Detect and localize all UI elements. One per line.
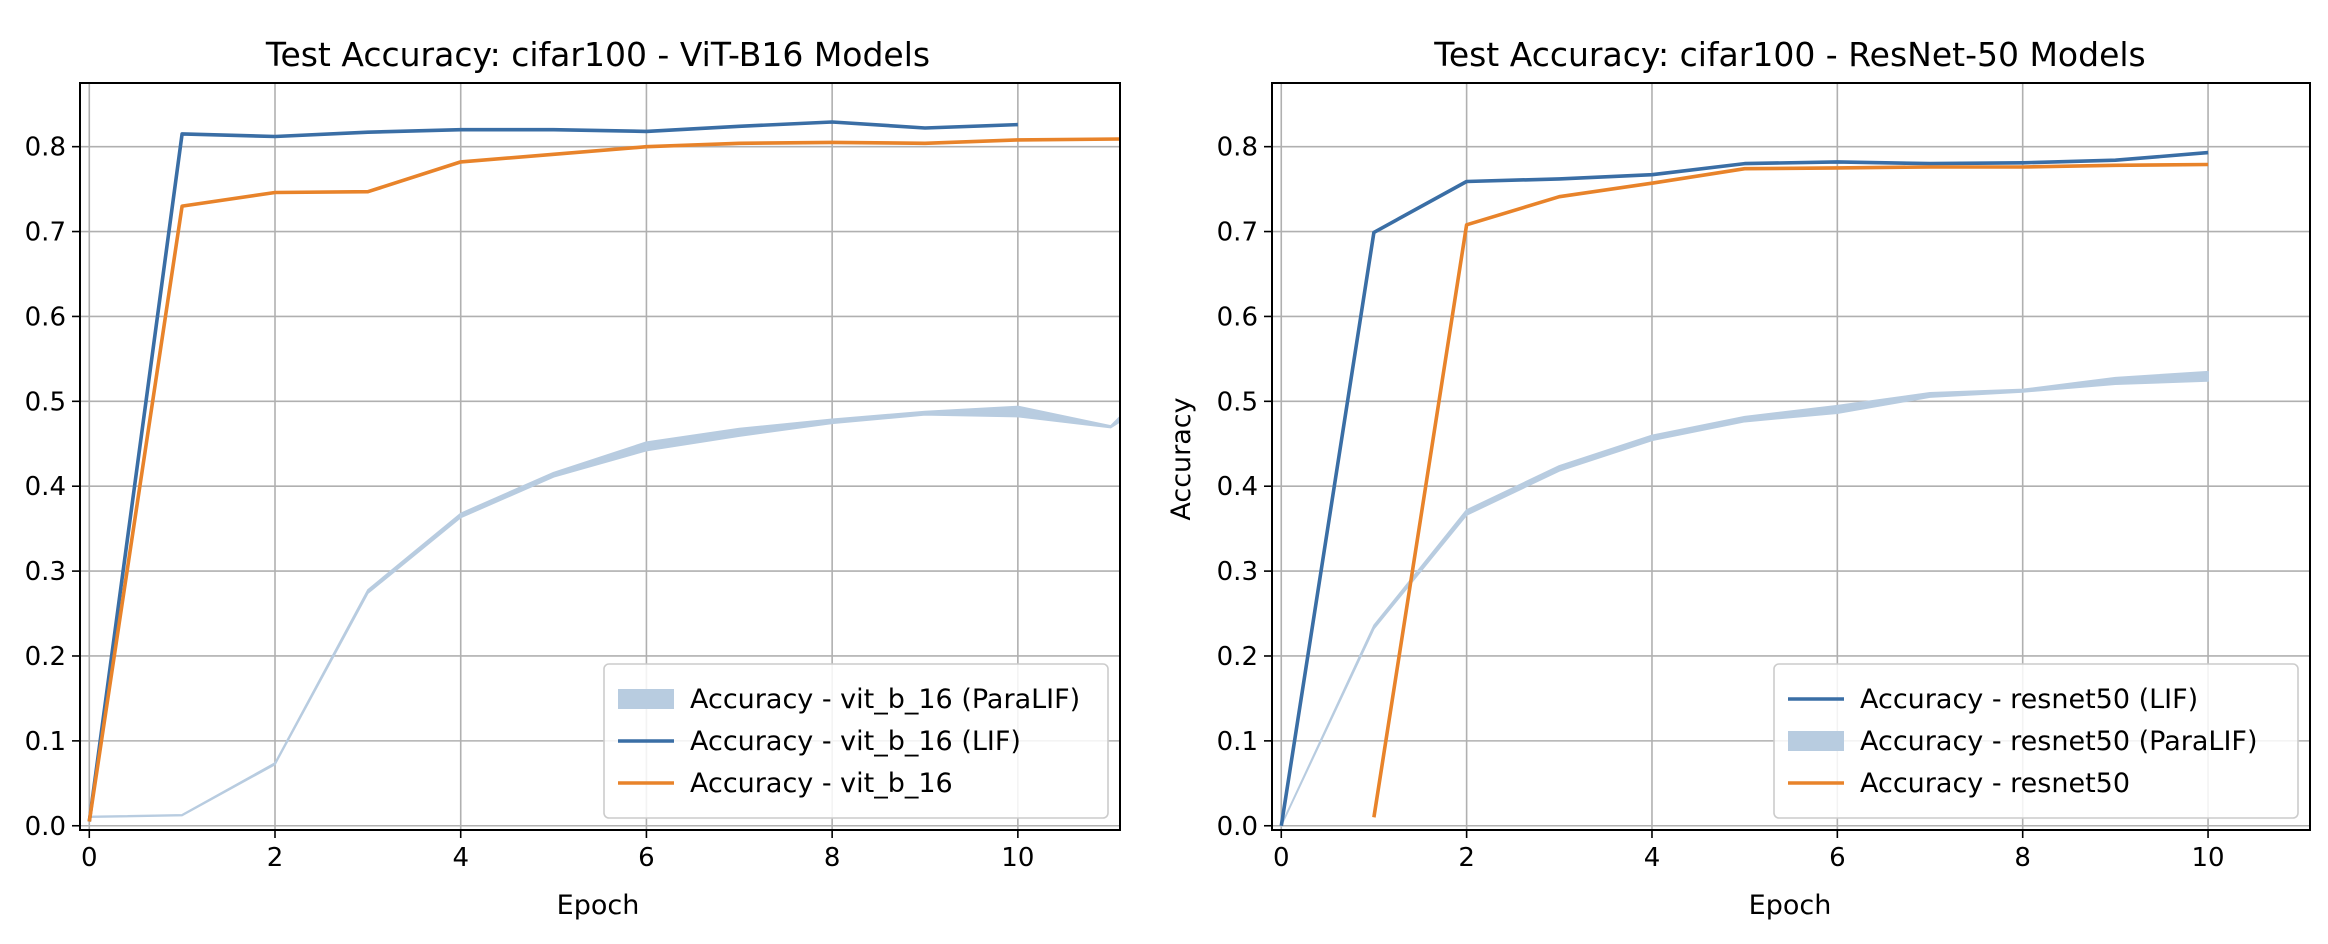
y-axis-label: Accuracy bbox=[1166, 397, 1197, 520]
legend: Accuracy - vit_b_16 (ParaLIF) Accuracy - … bbox=[603, 663, 1109, 819]
y-tick-label: 0.3 bbox=[1217, 557, 1258, 587]
legend-swatch-band bbox=[618, 689, 674, 709]
y-tick-label: 0.7 bbox=[1217, 218, 1258, 248]
legend-label: Accuracy - resnet50 (LIF) bbox=[1860, 684, 2198, 715]
tick-group: 0 2 4 6 8 10 0.0 0.1 0.2 0.3 0.4 0.5 0.6 0.7 0.8 bbox=[25, 133, 1035, 873]
legend-label: Accuracy - resnet50 bbox=[1860, 768, 2130, 799]
y-tick-label: 0.6 bbox=[1217, 302, 1258, 332]
axes-frame bbox=[1271, 82, 2311, 831]
y-tick-label: 0.1 bbox=[25, 727, 66, 757]
tick-group: 0 2 4 6 8 10 0.0 0.1 0.2 0.3 0.4 0.5 0.6 0.7 0.8 bbox=[1217, 133, 2225, 873]
y-tick-label: 0.5 bbox=[25, 387, 66, 417]
y-tick-label: 0.8 bbox=[1217, 133, 1258, 163]
y-tick-label: 0.5 bbox=[1217, 387, 1258, 417]
legend-swatch-band bbox=[1788, 731, 1844, 751]
legend-box bbox=[1773, 663, 2299, 819]
x-axis-label: Epoch bbox=[557, 890, 640, 921]
legend-label: Accuracy - vit_b_16 (ParaLIF) bbox=[690, 684, 1080, 715]
series-line-2 bbox=[87, 137, 1120, 822]
series-line-2 bbox=[1372, 162, 2209, 818]
x-tick-label: 0 bbox=[81, 843, 98, 873]
grid bbox=[1272, 83, 2310, 830]
y-tick-label: 0.1 bbox=[1217, 727, 1258, 757]
legend-label: Accuracy - resnet50 (ParaLIF) bbox=[1860, 726, 2257, 757]
y-tick-label: 0.0 bbox=[25, 812, 66, 842]
y-tick-label: 0.7 bbox=[25, 218, 66, 248]
series-group bbox=[1279, 150, 2209, 827]
chart-panel-vit: Test Accuracy: cifar100 - ViT-B16 Models… bbox=[25, 35, 1121, 921]
legend-box bbox=[603, 663, 1109, 819]
series-band-0 bbox=[88, 405, 1120, 819]
grid bbox=[80, 83, 1120, 830]
legend-label: Accuracy - vit_b_16 (LIF) bbox=[690, 726, 1021, 757]
y-tick-label: 0.6 bbox=[25, 302, 66, 332]
x-tick-label: 4 bbox=[452, 843, 469, 873]
chart-panel-resnet: Test Accuracy: cifar100 - ResNet-50 Mode… bbox=[1166, 35, 2311, 921]
chart-title: Test Accuracy: cifar100 - ResNet-50 Mode… bbox=[1433, 35, 2145, 74]
x-tick-label: 8 bbox=[2014, 843, 2031, 873]
y-tick-label: 0.2 bbox=[25, 642, 66, 672]
x-tick-label: 10 bbox=[2192, 843, 2225, 873]
x-tick-label: 4 bbox=[1644, 843, 1661, 873]
x-tick-label: 2 bbox=[267, 843, 284, 873]
y-tick-label: 0.3 bbox=[25, 557, 66, 587]
x-tick-label: 10 bbox=[1001, 843, 1034, 873]
x-tick-label: 2 bbox=[1458, 843, 1475, 873]
series-band-0 bbox=[1280, 370, 2209, 827]
legend: Accuracy - resnet50 (LIF) Accuracy - resn… bbox=[1773, 663, 2299, 819]
series-line-1 bbox=[1279, 150, 2209, 827]
x-tick-label: 6 bbox=[1829, 843, 1846, 873]
x-tick-label: 0 bbox=[1273, 843, 1290, 873]
x-tick-label: 6 bbox=[638, 843, 655, 873]
axes-frame bbox=[79, 82, 1121, 831]
series-line-1 bbox=[87, 120, 1018, 822]
y-tick-label: 0.4 bbox=[1217, 472, 1258, 502]
y-tick-label: 0.8 bbox=[25, 133, 66, 163]
y-tick-label: 0.2 bbox=[1217, 642, 1258, 672]
chart-title: Test Accuracy: cifar100 - ViT-B16 Models bbox=[265, 35, 930, 74]
x-tick-label: 8 bbox=[824, 843, 841, 873]
y-tick-label: 0.0 bbox=[1217, 812, 1258, 842]
series-group bbox=[87, 120, 1120, 822]
x-axis-label: Epoch bbox=[1749, 890, 1832, 921]
y-tick-label: 0.4 bbox=[25, 472, 66, 502]
legend-label: Accuracy - vit_b_16 bbox=[690, 768, 953, 799]
